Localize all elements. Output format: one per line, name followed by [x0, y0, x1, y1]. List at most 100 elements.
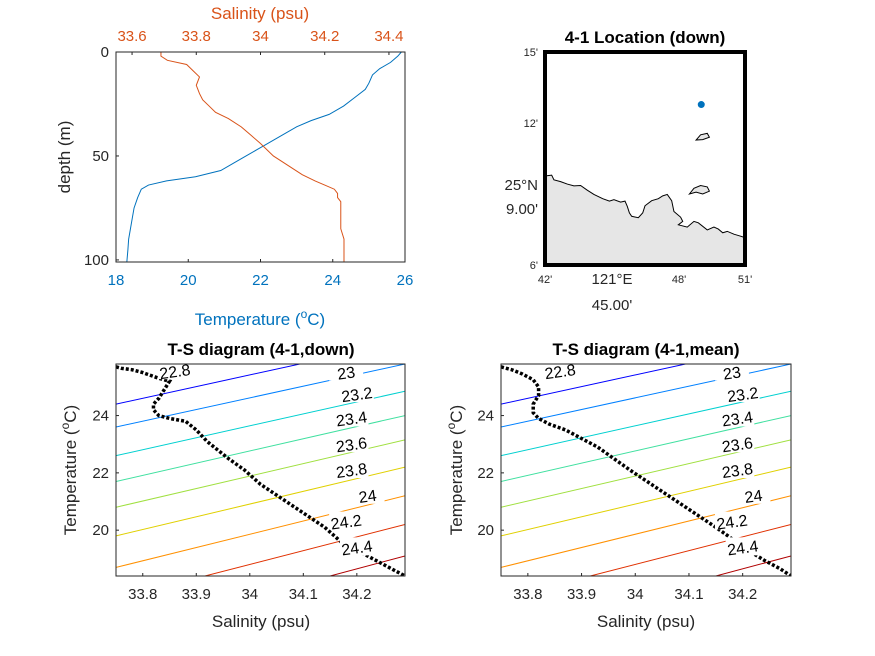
ts-mean-axes-box	[500, 363, 792, 577]
lat-deg-label: 25°N	[504, 177, 538, 194]
contour-label: 24.4	[340, 538, 373, 559]
lon-tick-42: 42'	[538, 274, 552, 286]
ts-mean-panel: T-S diagram (4-1,mean) 22.8 23 23.2 23.4 23.…	[444, 340, 792, 631]
sal-tick-label: 34.1	[289, 586, 318, 603]
contour-label-bg	[714, 364, 749, 381]
contour-label: 24.4	[726, 538, 759, 559]
density-contour	[328, 555, 405, 576]
contour-label-bg	[725, 537, 760, 556]
salinity-axis-label: Salinity (psu)	[211, 4, 309, 23]
sal-tick-label: 34	[241, 586, 258, 603]
ts-mean-title: T-S diagram (4-1,mean)	[552, 340, 739, 359]
contour-label-bg	[334, 460, 369, 478]
density-contour	[501, 495, 791, 568]
sal-tick-label: 34	[627, 586, 644, 603]
contour-label: 23.8	[721, 461, 754, 482]
lat-tick-12: 12'	[524, 118, 538, 130]
contour-label: 23.2	[340, 385, 373, 406]
contour-label: 23	[722, 364, 742, 383]
lat-tick-6: 6'	[530, 260, 538, 272]
ts-down-xlabel: Salinity (psu)	[212, 612, 310, 631]
density-contour	[713, 555, 791, 576]
contour-label-bg	[350, 485, 385, 504]
ts-mean-xlabel: Salinity (psu)	[597, 612, 695, 631]
ts-down-axes-box	[115, 363, 406, 577]
temperature-axis-label: Temperature (oC)	[195, 307, 325, 329]
temperature-profile-line	[126, 51, 402, 263]
temp-tick-label: 26	[397, 272, 414, 289]
station-marker	[697, 101, 705, 109]
lon-sub-label: 45.00'	[592, 297, 633, 314]
density-contour	[501, 364, 688, 405]
sal-tick-label: 33.8	[128, 586, 157, 603]
contour-label: 23.8	[335, 461, 368, 482]
map-frame	[543, 50, 747, 267]
contour-label-bg	[329, 511, 364, 530]
contour-label-bg	[334, 434, 369, 453]
sal-tick-label: 34.1	[674, 586, 703, 603]
sal-tick-label: 34	[252, 28, 269, 45]
map-title: 4-1 Location (down)	[565, 28, 726, 47]
temp-tick-label: 24	[92, 408, 109, 425]
temp-tick-label: 18	[108, 272, 125, 289]
contour-label-bg	[339, 384, 374, 403]
contour-label: 22.8	[158, 362, 191, 383]
density-contour	[588, 523, 791, 576]
temp-tick-label: 24	[324, 272, 341, 289]
salinity-profile-line	[160, 52, 345, 262]
density-contour	[501, 415, 791, 482]
depth-tick-label: 100	[84, 252, 109, 269]
contour-label-bg	[720, 434, 755, 453]
contour-label: 23.2	[726, 385, 759, 406]
sal-tick-label: 34.2	[310, 28, 339, 45]
sal-tick-label: 33.8	[182, 28, 211, 45]
temp-tick-label: 24	[477, 408, 494, 425]
contour-label: 23.4	[721, 409, 754, 430]
sal-tick-label: 33.9	[182, 586, 211, 603]
ts-down-panel: T-S diagram (4-1,down) 22.8 23 23.2 23.4 23.…	[58, 340, 406, 631]
ts-down-ylabel: Temperature (oC)	[58, 405, 80, 535]
contour-label-bg	[720, 408, 755, 427]
sal-tick-label: 34.2	[342, 586, 371, 603]
lon-deg-label: 121°E	[591, 271, 632, 288]
temp-tick-label: 22	[477, 465, 494, 482]
density-contour	[116, 415, 405, 482]
sal-tick-label: 33.8	[513, 586, 542, 603]
contour-label: 24	[744, 488, 764, 507]
contour-label: 23.6	[335, 435, 368, 456]
contour-label-bg	[329, 364, 364, 381]
temp-tick-label: 22	[92, 465, 109, 482]
lon-tick-51: 51'	[738, 274, 752, 286]
density-contour	[116, 495, 405, 568]
contour-label: 24.2	[716, 512, 749, 533]
profile-panel: 18 20 22 24 26 33.6 33.8 34 34.2 34.4 0 50 100 Salin…	[55, 4, 413, 329]
temp-tick-label: 22	[252, 272, 269, 289]
depth-tick-label: 50	[92, 148, 109, 165]
island	[694, 132, 711, 141]
contour-label-bg	[720, 460, 755, 478]
contour-label-bg	[334, 408, 369, 427]
sal-tick-label: 34.4	[374, 28, 403, 45]
temp-tick-label: 20	[180, 272, 197, 289]
temp-tick-label: 20	[92, 522, 109, 539]
density-contour	[202, 523, 405, 576]
sal-tick-label: 34.2	[728, 586, 757, 603]
temp-tick-label: 20	[477, 522, 494, 539]
contour-label-bg	[736, 485, 771, 504]
contour-label: 23.6	[721, 435, 754, 456]
contour-label-bg	[714, 511, 749, 530]
ts-mean-ylabel: Temperature (oC)	[444, 405, 466, 535]
contour-label: 22.8	[544, 362, 577, 383]
depth-axis-label: depth (m)	[55, 121, 74, 194]
contour-label-bg	[725, 384, 760, 403]
density-contour	[116, 466, 405, 537]
density-contour	[501, 466, 791, 537]
contour-label-bg	[543, 364, 578, 380]
contour-label: 23	[336, 364, 356, 383]
ts-down-title: T-S diagram (4-1,down)	[167, 340, 354, 359]
contour-label: 23.4	[335, 409, 368, 430]
contour-label: 24.2	[330, 512, 363, 533]
island	[688, 184, 711, 195]
lat-tick-15: 15'	[524, 47, 538, 59]
